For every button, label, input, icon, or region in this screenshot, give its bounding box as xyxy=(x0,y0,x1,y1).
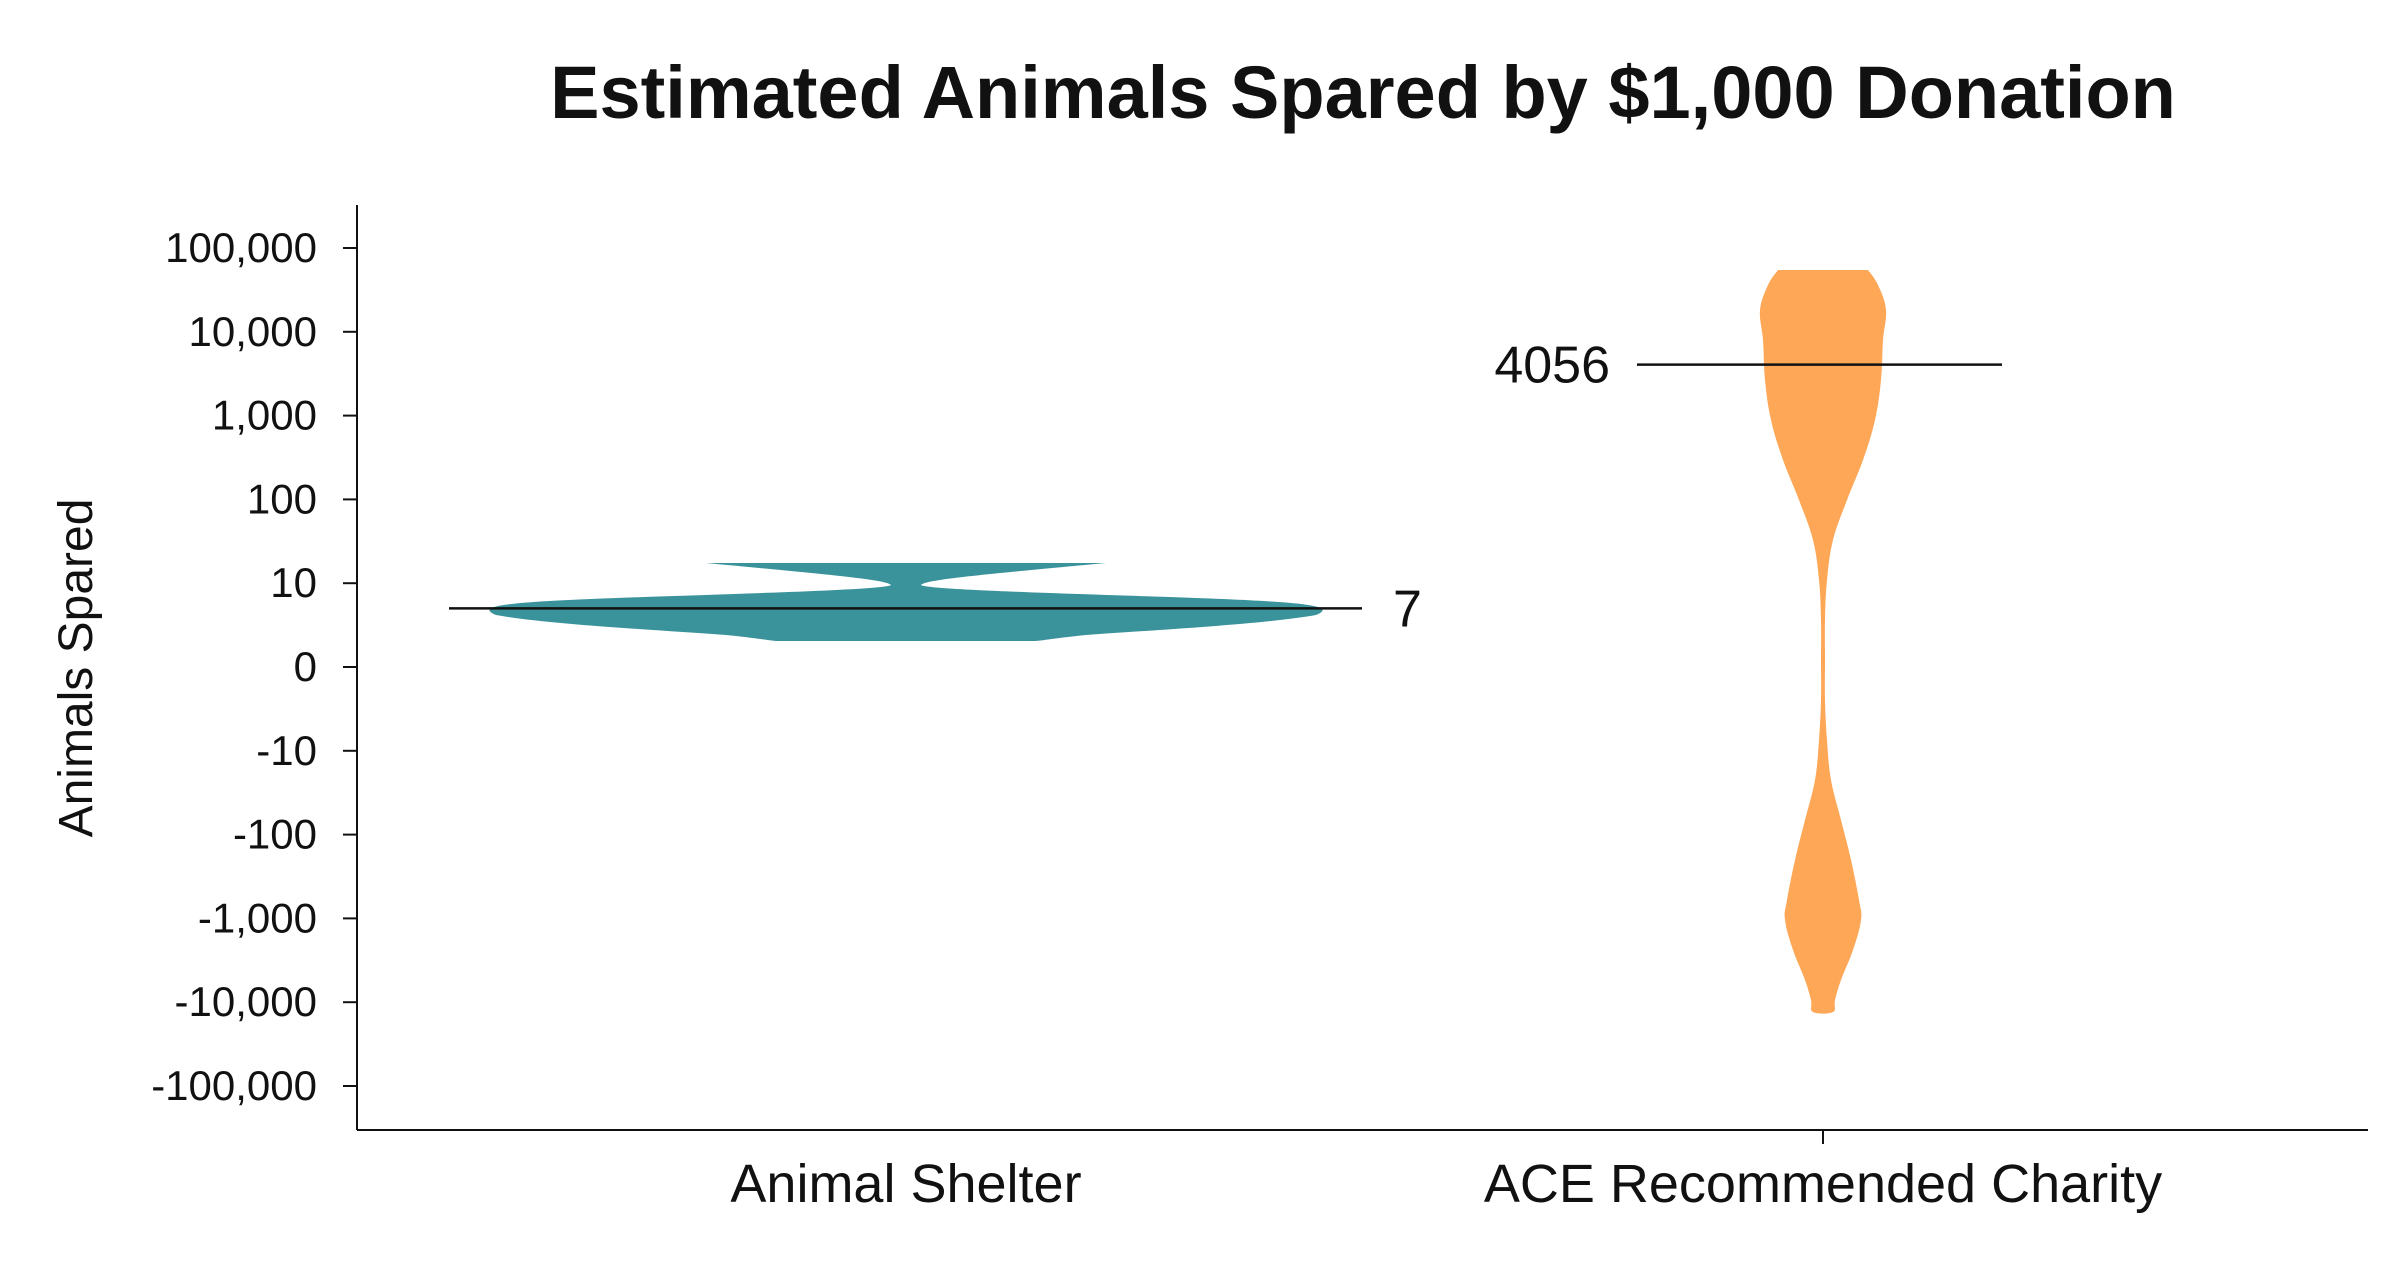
y-tick-label: 100 xyxy=(247,475,317,522)
chart-title: Estimated Animals Spared by $1,000 Donat… xyxy=(550,51,2176,134)
y-tick-label: -100,000 xyxy=(151,1062,317,1109)
median-label-animal-shelter: 7 xyxy=(1393,580,1422,638)
y-axis-label: Animals Spared xyxy=(50,499,103,838)
x-category-ace-charity: ACE Recommended Charity xyxy=(1484,1154,2162,1214)
x-category-animal-shelter: Animal Shelter xyxy=(730,1154,1081,1214)
violins xyxy=(489,270,1887,1014)
y-tick-label: -10 xyxy=(256,727,317,774)
y-tick-label: 1,000 xyxy=(212,392,317,439)
y-tick-label: 100,000 xyxy=(165,224,317,271)
violin-animal-shelter xyxy=(489,563,1323,641)
medians: 7 4056 xyxy=(449,337,2002,638)
violin-ace-charity xyxy=(1759,270,1887,1014)
y-tick-label: 0 xyxy=(294,643,317,690)
median-label-ace-charity: 4056 xyxy=(1494,337,1610,395)
y-tick-label: -10,000 xyxy=(175,978,317,1025)
y-tick-label: -100 xyxy=(233,811,317,858)
y-ticks: 100,00010,0001,000100100-10-100-1,000-10… xyxy=(151,224,357,1109)
y-tick-label: -1,000 xyxy=(198,894,317,941)
y-tick-label: 10 xyxy=(270,559,317,606)
y-tick-label: 10,000 xyxy=(189,308,317,355)
